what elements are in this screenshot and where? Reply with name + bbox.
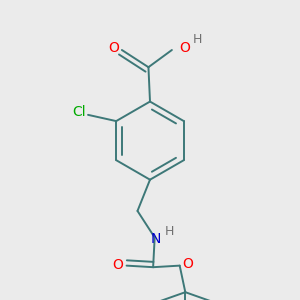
Text: O: O: [182, 257, 193, 271]
Text: H: H: [165, 225, 174, 239]
Text: O: O: [112, 258, 123, 272]
Text: Cl: Cl: [73, 105, 86, 119]
Text: N: N: [151, 232, 161, 246]
Text: O: O: [180, 40, 190, 55]
Text: H: H: [193, 33, 203, 46]
Text: O: O: [109, 41, 119, 56]
